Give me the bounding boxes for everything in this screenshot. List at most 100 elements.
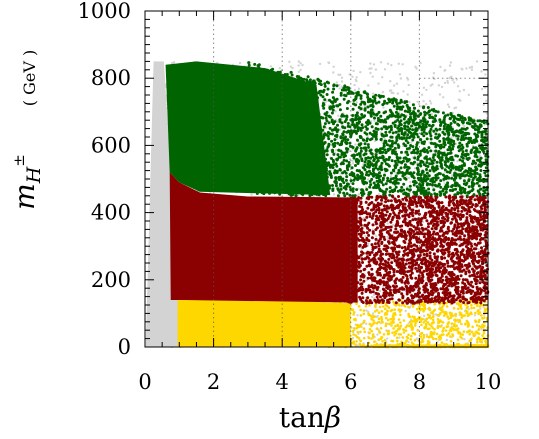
series-grey-point	[456, 85, 460, 88]
series-darkred-point	[460, 195, 464, 199]
series-yellow-point	[464, 309, 468, 313]
series-yellow-point	[413, 324, 417, 327]
series-darkred-point	[401, 197, 405, 201]
series-darkred-point	[408, 222, 412, 226]
series-yellow-point	[362, 336, 366, 340]
series-yellow-point	[373, 340, 376, 344]
series-grey-point	[166, 320, 169, 324]
series-darkred-point	[390, 194, 394, 198]
series-grey-point	[364, 234, 367, 238]
series-darkred-point	[430, 278, 434, 282]
series-yellow-point	[427, 316, 431, 319]
series-grey-point	[406, 219, 409, 222]
series-grey-point	[172, 332, 175, 335]
series-yellow-point	[433, 308, 437, 312]
series-darkred-point	[483, 208, 487, 212]
series-yellow-point	[425, 317, 429, 321]
series-yellow-point	[447, 332, 451, 335]
series-yellow-point	[419, 320, 423, 324]
series-yellow-point	[356, 330, 360, 334]
series-grey-point	[423, 314, 426, 317]
series-grey-point	[434, 313, 438, 316]
series-darkred-point	[473, 254, 477, 258]
series-grey-point	[428, 99, 432, 103]
series-darkred-point	[360, 205, 364, 209]
series-yellow-point	[481, 323, 485, 327]
series-grey-point	[453, 107, 456, 110]
series-grey-point	[371, 75, 374, 78]
series-grey-point	[378, 289, 382, 293]
series-darkred-point	[454, 219, 458, 222]
series-darkred-point	[430, 227, 434, 231]
series-yellow-point	[451, 333, 454, 336]
series-yellow-point	[435, 332, 439, 336]
series-darkred-point	[401, 301, 405, 305]
series-darkred-point	[416, 240, 420, 244]
series-darkred-point	[478, 292, 482, 296]
series-yellow-point	[391, 321, 394, 325]
series-grey-point	[469, 239, 473, 242]
series-grey-point	[485, 99, 488, 103]
series-grey-point	[425, 278, 428, 281]
series-darkred-point	[442, 248, 446, 252]
series-yellow-point	[396, 324, 400, 328]
series-yellow-point	[368, 304, 371, 307]
series-yellow-point	[399, 324, 403, 328]
series-grey-point	[450, 136, 453, 139]
series-grey-point	[171, 317, 175, 320]
series-grey-point	[354, 78, 357, 82]
series-grey-point	[301, 63, 304, 67]
series-grey-point	[299, 62, 302, 65]
series-yellow-point	[359, 330, 362, 334]
series-grey-point	[347, 149, 351, 153]
series-yellow-point	[466, 330, 469, 334]
series-yellow-point	[426, 313, 430, 317]
series-darkred-point	[361, 261, 364, 264]
series-darkred-point	[376, 273, 380, 277]
series-grey-point	[357, 140, 361, 144]
series-grey-point	[338, 87, 341, 90]
series-yellow-point	[449, 339, 453, 343]
series-darkred-point	[402, 239, 406, 243]
series-yellow-point	[355, 302, 358, 306]
series-grey-point	[392, 91, 395, 95]
series-grey-point	[167, 253, 171, 257]
series-yellow-point	[399, 313, 402, 317]
series-yellow-point	[337, 323, 341, 327]
series-yellow-point	[389, 317, 393, 321]
series-darkred-point	[344, 257, 348, 261]
series-grey-point	[406, 93, 409, 96]
series-darkred-point	[367, 301, 371, 305]
series-darkred-point	[449, 209, 453, 213]
series-grey-point	[404, 309, 407, 313]
series-yellow-point	[449, 316, 453, 320]
series-darkred-point	[360, 291, 364, 295]
series-darkred-point	[430, 293, 434, 297]
series-darkred-point	[446, 225, 450, 229]
series-darkred-point	[346, 197, 350, 201]
series-yellow-point	[413, 339, 417, 342]
series-yellow-point	[445, 325, 449, 329]
series-yellow-point	[456, 338, 460, 342]
series-yellow-point	[346, 310, 349, 314]
series-grey-point	[448, 76, 451, 80]
series-grey-point	[367, 84, 370, 87]
series-darkred-point	[387, 225, 391, 229]
series-grey-point	[406, 267, 409, 270]
series-grey-point	[477, 248, 481, 251]
series-grey-point	[167, 314, 170, 317]
series-grey-point	[166, 326, 169, 329]
series-grey-point	[355, 76, 358, 79]
series-grey-point	[412, 125, 416, 128]
series-yellow-point	[460, 322, 463, 326]
series-yellow-point	[454, 328, 458, 332]
series-yellow-point	[399, 308, 403, 312]
series-darkred-point	[459, 274, 463, 278]
series-yellow-point	[429, 334, 432, 337]
series-grey-point	[372, 293, 376, 297]
series-yellow-point	[336, 330, 339, 333]
series-grey-point	[165, 148, 168, 151]
series-yellow-point	[439, 336, 443, 339]
series-darkred-point	[372, 260, 376, 264]
series-darkred-point	[379, 273, 383, 277]
